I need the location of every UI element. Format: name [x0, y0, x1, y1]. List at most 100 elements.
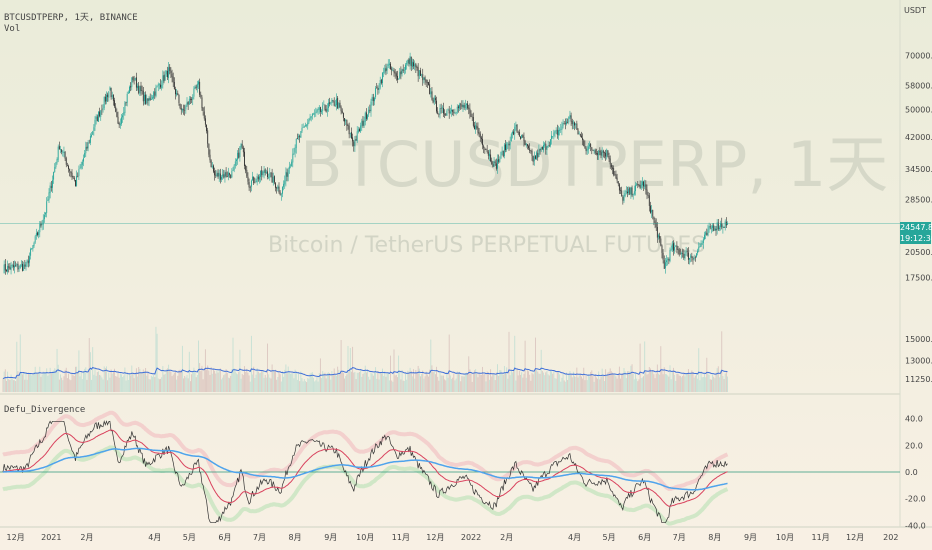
candle-body: [462, 104, 464, 108]
candle-body: [72, 176, 74, 178]
volume-bar: [462, 376, 464, 392]
indicator-label[interactable]: Defu_Divergence: [4, 405, 86, 415]
candle-body: [31, 248, 33, 250]
candle-body: [624, 193, 626, 196]
volume-bar: [536, 369, 538, 392]
candle-body: [179, 103, 181, 109]
volume-bar: [561, 377, 563, 392]
candle-body: [349, 132, 351, 134]
volume-bar: [257, 371, 259, 392]
volume-bar: [559, 374, 561, 392]
candle-body: [307, 122, 309, 126]
volume-bar: [85, 367, 87, 392]
volume-bar: [342, 373, 344, 392]
candle-body: [455, 112, 457, 114]
candle-body: [43, 214, 45, 220]
volume-bar: [98, 371, 99, 392]
candle-body: [727, 223, 728, 225]
candle-body: [329, 102, 331, 104]
candle-body: [436, 100, 437, 112]
volume-bar: [521, 372, 523, 392]
volume-bar: [175, 371, 176, 392]
volume-bar: [563, 380, 565, 392]
candle-body: [340, 107, 342, 112]
volume-bar: [303, 379, 305, 392]
volume-bar: [686, 373, 688, 392]
volume-bar: [662, 374, 664, 392]
candle-body: [34, 236, 36, 243]
volume-bar: [117, 372, 119, 392]
time-tick-label: 12月: [7, 533, 25, 542]
volume-bar: [507, 378, 509, 392]
volume-bar: [65, 367, 67, 392]
time-tick-label: 12月: [426, 533, 444, 542]
candle-body: [368, 109, 370, 115]
candle-body: [267, 171, 268, 178]
candle-body: [586, 149, 588, 152]
volume-bar: [345, 376, 347, 392]
volume-bar: [630, 365, 632, 392]
volume-bar: [407, 370, 409, 392]
volume-label[interactable]: Vol: [4, 24, 21, 34]
volume-bar: [184, 375, 186, 392]
candle-body: [236, 159, 237, 161]
candle-body: [295, 138, 297, 149]
candle-body: [139, 86, 141, 94]
candle-body: [99, 111, 101, 117]
candle-body: [342, 112, 344, 118]
candle-body: [264, 169, 266, 173]
osc-fast-line: [2, 429, 728, 507]
candle-body: [547, 145, 549, 147]
volume-bar: [377, 371, 379, 392]
volume-bar: [40, 376, 42, 392]
volume-bar: [500, 370, 502, 392]
candle-body: [124, 102, 126, 114]
volume-bar: [538, 373, 540, 392]
volume-bar: [233, 368, 235, 392]
volume-bar: [633, 379, 635, 392]
volume-bar: [463, 376, 465, 392]
volume-bar: [564, 381, 566, 392]
osc-tick-label: -20.0: [905, 495, 926, 504]
time-tick-label: 8月: [708, 533, 721, 542]
volume-bar: [134, 373, 136, 392]
volume-bar: [639, 343, 641, 392]
volume-bar: [549, 369, 551, 392]
candle-body: [400, 71, 402, 75]
candle-body: [248, 182, 250, 188]
volume-bar: [385, 376, 387, 392]
volume-bar: [708, 374, 710, 392]
candle-body: [273, 176, 275, 183]
candle-body: [667, 259, 669, 260]
symbol-line[interactable]: BTCUSDTPERP, 1天, BINANCE: [4, 13, 138, 23]
candle-body: [581, 135, 582, 138]
candle-body: [639, 185, 641, 189]
candle-body: [315, 111, 317, 113]
candle-body: [121, 117, 122, 124]
candle-body: [575, 123, 577, 125]
volume-bar: [203, 368, 205, 392]
volume-bar: [693, 377, 695, 392]
volume-bar: [610, 371, 612, 392]
candle-body: [530, 150, 532, 152]
candle-body: [652, 209, 654, 217]
candle-body: [554, 131, 556, 133]
candle-body: [388, 63, 390, 65]
candle-body: [160, 84, 161, 88]
candle-body: [290, 165, 291, 167]
candle-body: [334, 104, 336, 106]
volume-bar: [131, 365, 133, 392]
volume-bar: [370, 372, 372, 392]
volume-bar: [236, 373, 237, 392]
candle-body: [134, 77, 136, 81]
candle-body: [95, 116, 97, 120]
candle-body: [636, 184, 638, 185]
candle-body: [163, 75, 165, 82]
volume-bar: [651, 371, 653, 392]
candle-body: [499, 158, 501, 163]
time-axis: 12月 2021 2月 4月 5月 6月 7月 8月 9月 10月 11月 12月 2022 2月 4月 5月…: [7, 533, 899, 542]
volume-bar: [363, 372, 365, 392]
candle-body: [410, 56, 412, 67]
volume-bar: [593, 381, 595, 392]
